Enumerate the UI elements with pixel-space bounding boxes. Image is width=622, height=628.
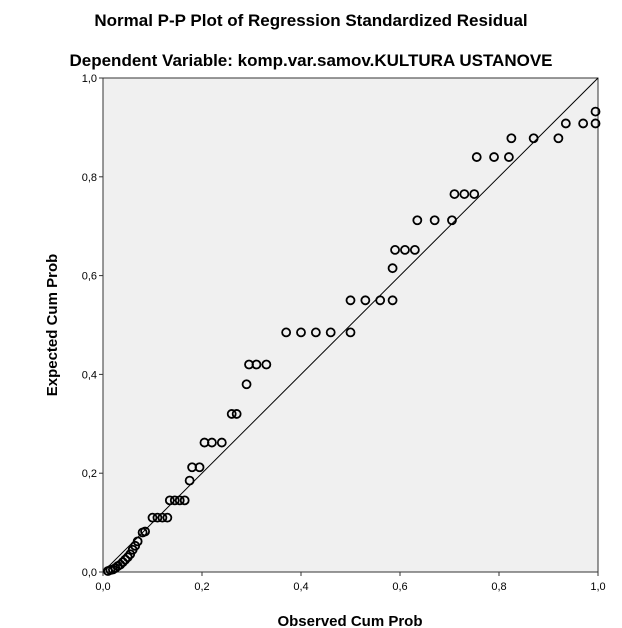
x-tick-label: 1,0 [590, 581, 605, 593]
data-point [115, 559, 126, 570]
data-point [179, 495, 190, 506]
data-point [132, 536, 143, 547]
x-tick-label: 0,6 [392, 581, 407, 593]
data-point [429, 215, 440, 226]
data-point [261, 359, 272, 370]
y-axis-label: Expected Cum Prob [44, 254, 61, 397]
data-point [174, 495, 185, 506]
x-tick-label: 0,4 [293, 581, 308, 593]
data-point [140, 526, 150, 537]
data-point [164, 495, 175, 506]
data-point [120, 554, 131, 565]
data-point [226, 409, 237, 419]
y-tick-label: 0,6 [82, 271, 97, 283]
data-point [469, 189, 480, 199]
data-point [360, 295, 371, 306]
y-tick-label: 0,8 [82, 172, 97, 184]
data-point [184, 475, 195, 486]
data-point [231, 409, 242, 419]
data-point [459, 189, 470, 199]
data-point [296, 327, 306, 338]
data-point [241, 379, 252, 390]
data-point [506, 133, 517, 144]
y-tick-label: 0,0 [82, 567, 97, 579]
data-point [281, 327, 292, 338]
data-point [345, 295, 356, 306]
x-tick-label: 0,0 [95, 581, 110, 593]
data-point [169, 495, 180, 506]
data-point [412, 215, 423, 226]
data-point [147, 512, 158, 523]
data-point [553, 133, 564, 144]
data-point [216, 437, 227, 448]
reference-line [102, 77, 599, 573]
data-point [310, 327, 321, 338]
data-point [251, 359, 262, 370]
data-point [387, 263, 398, 274]
y-tick-label: 1,0 [82, 73, 97, 85]
data-point [409, 245, 420, 255]
data-point [471, 152, 482, 162]
data-marks [102, 77, 601, 576]
chart-subtitle: Dependent Variable: komp.var.samov.KULTU… [69, 51, 553, 70]
x-tick-label: 0,8 [491, 581, 506, 593]
data-point [157, 512, 168, 523]
data-point [375, 295, 386, 306]
data-point [152, 512, 163, 523]
data-point [578, 118, 589, 129]
data-point [206, 437, 217, 448]
data-point [117, 557, 128, 568]
data-point [447, 215, 457, 226]
data-point [449, 189, 460, 199]
data-point [400, 245, 410, 255]
data-point [390, 245, 400, 255]
data-point [194, 462, 205, 473]
data-point [489, 152, 499, 162]
data-point [560, 118, 571, 129]
data-point [387, 295, 398, 306]
data-point [345, 327, 356, 338]
data-point [528, 133, 539, 144]
data-point [590, 106, 601, 117]
axes: 0,0 0,2 0,4 0,6 0,8 1,0 0,0 0,2 0,4 0,6 0,8 1,0 [82, 73, 606, 593]
data-point [325, 327, 336, 338]
x-axis-label: Observed Cum Prob [277, 613, 422, 628]
y-tick-label: 0,2 [82, 468, 97, 480]
x-tick-label: 0,2 [194, 581, 209, 593]
y-tick-label: 0,4 [82, 369, 97, 381]
data-point [162, 512, 173, 523]
chart-title: Normal P-P Plot of Regression Standardiz… [94, 11, 528, 30]
data-point [590, 118, 601, 129]
data-point [503, 152, 514, 162]
